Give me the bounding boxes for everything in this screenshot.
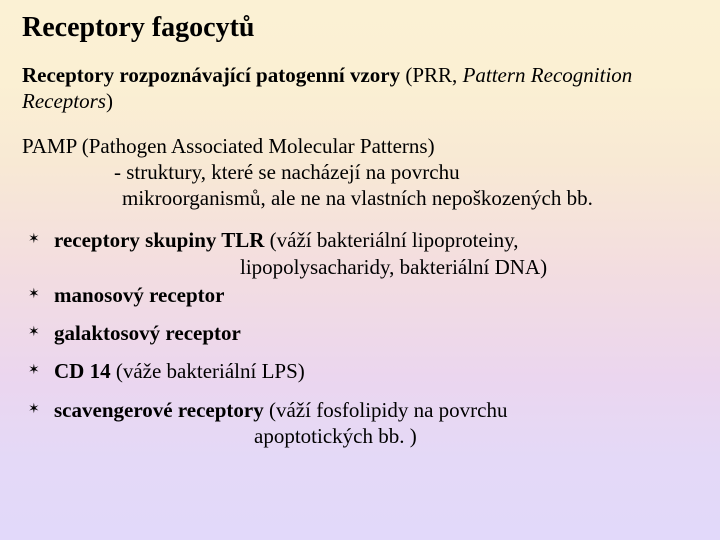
tlr-bold: receptory skupiny TLR — [54, 228, 270, 252]
slide-subtitle: Receptory rozpoznávající patogenní vzory… — [22, 62, 698, 115]
bullet-scavenger: ✶ scavengerové receptory (váží fosfolipi… — [22, 397, 698, 450]
slide-title: Receptory fagocytů — [22, 12, 698, 44]
cd14-rest: (váže bakteriální LPS) — [116, 359, 305, 383]
tlr-rest: (váží bakteriální lipoproteiny, — [270, 228, 519, 252]
pamp-line1: PAMP (Pathogen Associated Molecular Patt… — [22, 133, 698, 159]
bullet-cd14: ✶ CD 14 (váže bakteriální LPS) — [22, 358, 698, 384]
star-icon: ✶ — [22, 358, 54, 384]
cd14-bold: CD 14 — [54, 359, 116, 383]
subtitle-close: ) — [106, 89, 113, 113]
bullet-tlr: ✶ receptory skupiny TLR (váží bakteriáln… — [22, 227, 698, 308]
star-icon: ✶ — [22, 227, 54, 253]
pamp-block: PAMP (Pathogen Associated Molecular Patt… — [22, 133, 698, 212]
bullet-galaktosovy: ✶ galaktosový receptor — [22, 320, 698, 346]
pamp-line2: - struktury, které se nacházejí na povrc… — [22, 159, 698, 185]
scav-cont: apoptotických bb. ) — [22, 423, 698, 449]
manosovy: manosový receptor — [54, 283, 225, 307]
scav-rest: (váží fosfolipidy na povrchu — [269, 398, 508, 422]
pamp-line3: mikroorganismů, ale ne na vlastních nepo… — [22, 185, 698, 211]
tlr-cont: lipopolysacharidy, bakteriální DNA) — [22, 254, 698, 280]
star-icon: ✶ — [22, 282, 54, 308]
star-icon: ✶ — [22, 320, 54, 346]
subtitle-bold: Receptory rozpoznávající patogenní vzory — [22, 63, 400, 87]
scav-bold: scavengerové receptory — [54, 398, 269, 422]
galaktosovy: galaktosový receptor — [54, 321, 241, 345]
subtitle-plain: (PRR, — [400, 63, 462, 87]
star-icon: ✶ — [22, 397, 54, 423]
